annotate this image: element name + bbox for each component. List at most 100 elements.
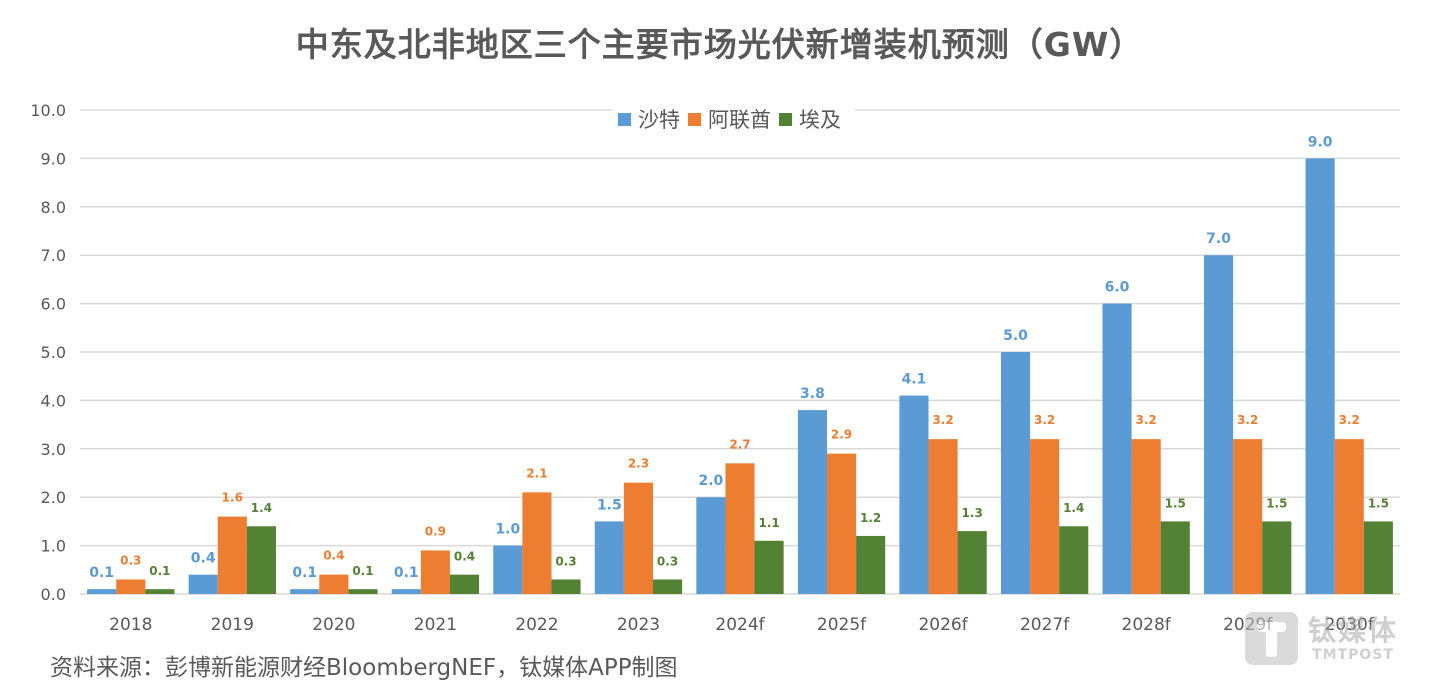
x-tick-label: 2019 <box>211 615 254 635</box>
bar <box>653 579 683 594</box>
bar <box>217 516 247 594</box>
data-label: 0.9 <box>425 524 446 538</box>
y-tick-label: 7.0 <box>41 246 66 265</box>
x-tick-label: 2018 <box>109 615 152 635</box>
bar <box>1204 255 1234 594</box>
data-labels: 0.1 0.3 0.1 0.4 1.6 1.4 0.1 0.4 0.1 0.1 0.9 0.4 1.0 2… <box>89 134 1389 581</box>
y-tick-label: 9.0 <box>41 149 66 168</box>
legend-label-uae: 阿联酋 <box>708 108 771 132</box>
bar <box>623 482 654 594</box>
bar <box>1000 352 1031 594</box>
bar <box>145 589 175 594</box>
y-tick-label: 3.0 <box>41 440 66 459</box>
bar <box>725 463 755 594</box>
data-label: 1.5 <box>1368 496 1389 510</box>
chart-title: 中东及北非地区三个主要市场光伏新增装机预测（GW） <box>295 25 1144 64</box>
bar <box>856 535 886 594</box>
data-label: 0.1 <box>292 565 317 581</box>
data-label: 1.2 <box>860 511 881 525</box>
data-label: 5.0 <box>1003 328 1028 344</box>
bar <box>290 589 320 594</box>
bar <box>826 453 857 594</box>
bar <box>449 574 480 594</box>
data-label: 3.2 <box>1136 413 1157 427</box>
data-label: 1.0 <box>495 522 520 538</box>
x-tick-label: 2022 <box>515 615 558 635</box>
legend-item-egypt[interactable]: 埃及 <box>779 104 841 134</box>
bar <box>116 579 146 594</box>
legend-swatch-saudi <box>618 112 631 126</box>
data-label: 2.0 <box>698 473 723 489</box>
legend-label-egypt: 埃及 <box>799 108 841 132</box>
x-tick-label: 2021 <box>414 615 457 635</box>
bar <box>1059 526 1089 594</box>
bar <box>754 540 784 594</box>
bar <box>87 589 117 594</box>
bar <box>696 497 726 594</box>
bar <box>899 395 929 594</box>
legend-item-uae[interactable]: 阿联酋 <box>688 104 771 134</box>
legend: 沙特 阿联酋 埃及 <box>612 104 855 134</box>
bar <box>1363 521 1393 594</box>
data-label: 1.5 <box>1165 496 1186 510</box>
data-label: 0.4 <box>454 550 475 564</box>
bars <box>87 158 1393 594</box>
legend-swatch-uae <box>688 112 701 126</box>
y-tick-label: 6.0 <box>41 295 66 314</box>
tmtpost-logo-icon <box>1245 612 1298 665</box>
data-label: 0.3 <box>555 554 576 568</box>
bar <box>1030 439 1060 594</box>
source-note: 资料来源：彭博新能源财经BloombergNEF，钛媒体APP制图 <box>50 655 678 681</box>
data-label: 3.2 <box>932 413 953 427</box>
data-label: 1.4 <box>251 501 272 515</box>
data-label: 1.3 <box>962 506 983 520</box>
y-tick-label: 8.0 <box>41 198 66 217</box>
data-label: 3.2 <box>1339 413 1360 427</box>
data-label: 1.5 <box>597 497 622 513</box>
bar <box>319 574 349 594</box>
bar <box>551 579 581 594</box>
legend-swatch-egypt <box>779 112 792 126</box>
data-label: 0.1 <box>149 564 170 578</box>
y-tick-label: 4.0 <box>41 391 66 410</box>
x-tick-label: 2025f <box>817 615 867 635</box>
data-label: 2.7 <box>729 437 750 451</box>
bar <box>1102 303 1132 594</box>
y-axis-ticks: 0.0 1.0 2.0 3.0 4.0 5.0 6.0 7.0 8.0 9.0 10.0 <box>30 101 66 604</box>
x-tick-label: 2026f <box>918 615 968 635</box>
bar <box>1160 521 1190 594</box>
x-tick-label: 2024f <box>715 615 765 635</box>
bar <box>188 574 218 594</box>
data-label: 1.1 <box>758 516 779 530</box>
data-label: 0.1 <box>89 565 114 581</box>
data-label: 1.6 <box>222 491 243 505</box>
x-tick-label: 2030f <box>1325 615 1375 635</box>
data-label: 0.1 <box>394 565 419 581</box>
data-label: 0.3 <box>657 554 678 568</box>
watermark-en: TMTPOST <box>1312 646 1394 663</box>
data-label: 2.1 <box>526 466 547 480</box>
bar <box>957 531 987 594</box>
data-label: 0.1 <box>352 564 373 578</box>
y-tick-label: 5.0 <box>41 343 66 362</box>
data-label: 3.8 <box>800 386 825 402</box>
legend-item-saudi[interactable]: 沙特 <box>618 104 680 134</box>
y-tick-label: 0.0 <box>41 585 66 604</box>
bar <box>928 439 958 594</box>
bar <box>246 526 276 594</box>
watermark: 钛媒体 TMTPOST <box>1245 612 1398 665</box>
data-label: 0.4 <box>323 549 344 563</box>
y-tick-label: 2.0 <box>41 488 66 507</box>
data-label: 0.4 <box>191 551 216 567</box>
bar <box>1262 521 1292 594</box>
data-label: 7.0 <box>1206 231 1231 247</box>
bar <box>1334 439 1364 594</box>
data-label: 1.4 <box>1063 501 1084 515</box>
data-label: 2.3 <box>628 457 649 471</box>
bar <box>391 589 421 594</box>
x-axis-ticks: 2018 2019 2020 2021 2022 2023 2024f 2025f 2026f 2… <box>109 615 1375 635</box>
data-label: 3.2 <box>1237 413 1258 427</box>
bar <box>348 589 378 594</box>
data-label: 1.5 <box>1266 496 1287 510</box>
